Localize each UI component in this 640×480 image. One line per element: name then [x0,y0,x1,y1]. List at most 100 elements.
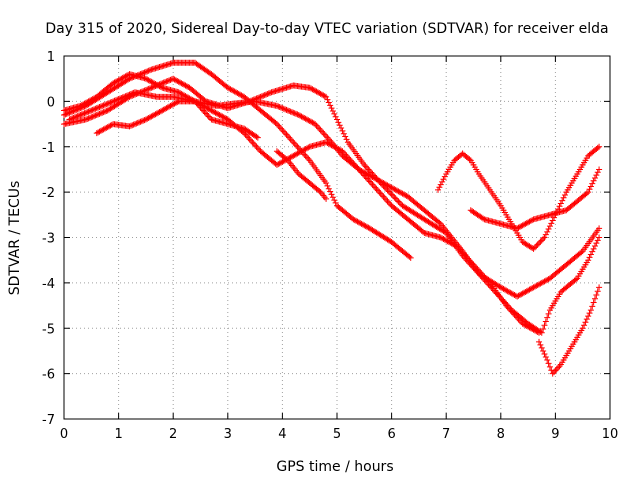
data-point [283,156,290,163]
data-point [104,100,111,107]
data-point [101,101,108,108]
data-point [283,106,290,113]
data-point [265,90,272,97]
data-point [74,113,81,120]
data-point [587,251,594,258]
data-point [387,189,394,196]
data-point [81,103,88,110]
data-point [282,106,289,113]
data-point [89,106,96,113]
data-point [294,111,301,118]
data-point [587,183,594,190]
data-point [557,200,564,207]
data-point [561,191,568,198]
data-point [329,108,336,115]
data-point [529,244,536,251]
data-point [328,191,335,198]
data-point [137,118,144,125]
data-point [85,108,92,115]
y-tick-label: -3 [42,232,55,247]
data-point [73,106,80,113]
y-axis-label: SDTVAR / TECUs [7,181,23,296]
data-point [82,116,89,123]
data-point [144,68,151,75]
data-point [111,97,118,104]
data-point [278,104,285,111]
data-point [136,119,143,126]
data-point [276,104,283,111]
data-point [86,114,93,121]
data-point [536,338,543,345]
data-point [133,120,140,127]
data-point [389,192,396,199]
y-tick-label: -1 [42,141,55,156]
data-point [99,102,106,109]
data-point [71,114,78,121]
data-point [80,110,87,117]
data-point [159,80,166,87]
data-point [544,314,551,321]
data-point [95,104,102,111]
data-point [85,115,92,122]
data-point [162,79,169,86]
data-point [156,81,163,88]
data-point [340,130,347,137]
data-point [69,108,76,115]
data-point [127,122,134,129]
data-point [594,144,601,151]
data-point [125,76,132,83]
data-point [391,194,398,201]
data-point [78,104,85,111]
series-track-8 [467,166,603,232]
data-point [103,108,110,115]
data-point [589,248,596,255]
data-point [284,107,291,114]
data-point [84,115,91,122]
data-point [582,319,589,326]
data-point [261,92,268,99]
x-tick-label: 2 [169,427,177,442]
data-point [107,99,114,106]
data-point [585,257,592,264]
data-point [541,350,548,357]
data-point [328,105,335,112]
data-point [142,68,149,75]
data-point [286,108,293,115]
data-point [88,107,95,114]
data-point [540,326,547,333]
data-point [316,187,323,194]
data-point [436,184,443,191]
data-point [559,197,566,204]
data-point [119,94,126,101]
data-point [130,121,137,128]
data-point [71,107,78,114]
data-point [84,109,91,116]
data-point [127,91,134,98]
data-point [110,98,117,105]
data-point [590,177,597,184]
series-track-1 [61,71,261,141]
x-tick-label: 5 [333,427,341,442]
data-point [579,325,586,332]
data-point [260,92,267,99]
data-point [335,119,342,126]
data-point [96,110,103,117]
data-point [146,85,153,92]
data-point [534,329,541,336]
data-point [590,245,597,252]
data-point [95,111,102,118]
data-point [92,112,99,119]
data-point [290,109,297,116]
data-point [157,80,164,87]
y-tick-label: 1 [47,50,55,65]
data-point [542,353,549,360]
data-point [585,189,592,196]
data-point [121,93,128,100]
data-point [545,360,552,367]
data-point [594,288,601,295]
data-point [146,67,153,74]
data-point [538,344,545,351]
data-point [123,92,130,99]
x-tick-label: 9 [551,427,559,442]
